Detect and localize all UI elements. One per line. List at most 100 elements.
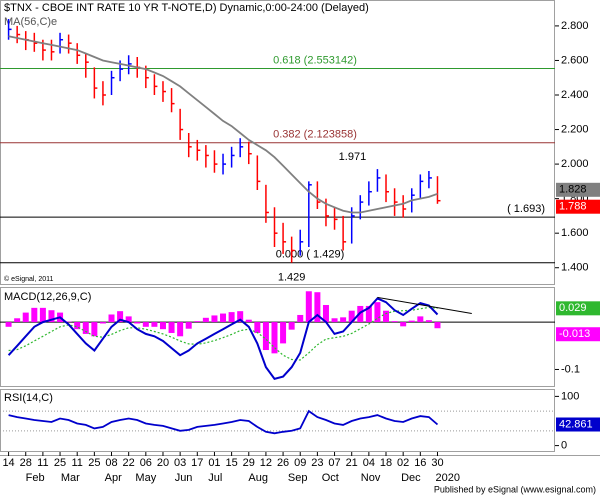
histogram-bar [91, 322, 98, 337]
x-tick-label: 14 [2, 457, 14, 469]
value-label: 42.861 [559, 418, 593, 430]
y-tick-label: 2.800 [561, 20, 589, 32]
histogram-bar [168, 322, 175, 333]
month-label: Mar [61, 472, 80, 484]
histogram-bar [348, 310, 355, 323]
macd-panel [0, 287, 555, 387]
month-label: Feb [26, 472, 45, 484]
histogram-bar [159, 322, 166, 330]
histogram-bar [194, 321, 201, 323]
x-tick-label: 11 [37, 457, 48, 469]
level-label: ( 1.693) [507, 203, 545, 215]
footer: Published by eSignal (www.esignal.com) [434, 484, 596, 494]
series-line [7, 297, 439, 381]
value-box [556, 327, 600, 342]
histogram-bar [185, 322, 192, 329]
month-label: Jul [208, 472, 222, 484]
y-tick-label: 1.400 [561, 262, 589, 274]
value-label: 1.828 [559, 184, 587, 196]
x-tick-label: 25 [88, 457, 100, 469]
histogram-bar [99, 322, 106, 324]
y-tick-label: 2.600 [561, 54, 589, 66]
month-label: Aug [248, 472, 268, 484]
x-tick-label: 03 [174, 457, 186, 469]
x-tick-label: 22 [123, 457, 135, 469]
value-box [556, 417, 600, 432]
level-label: 0.382 (2.123858) [273, 129, 357, 141]
month-label: Nov [361, 472, 381, 484]
month-label: Sep [288, 472, 308, 484]
histogram-bar [340, 317, 347, 323]
histogram-bar [74, 322, 81, 330]
histogram-bar [211, 315, 218, 323]
x-tick-label: 04 [363, 457, 375, 469]
histogram-bar [237, 311, 244, 323]
histogram-bar [400, 322, 407, 327]
histogram-bar [271, 322, 278, 354]
y-tick-label: 2.200 [561, 123, 589, 135]
x-tick-label: 15 [225, 457, 237, 469]
histogram-bar [177, 322, 184, 337]
histogram-bar [22, 312, 29, 323]
y-tick-label: -0.1 [561, 363, 580, 375]
histogram-bar [31, 307, 38, 323]
copyright: © eSignal, 2011 [4, 275, 54, 283]
histogram-bar [391, 321, 398, 323]
x-tick-label: 07 [328, 457, 340, 469]
histogram-bar [125, 316, 132, 323]
histogram-bar [262, 322, 269, 351]
histogram-bar [383, 310, 390, 323]
rsi-panel [0, 389, 555, 452]
x-tick-label: 11 [71, 457, 82, 469]
y-tick-label: 2.400 [561, 89, 589, 101]
x-tick-label: 17 [191, 457, 203, 469]
month-label: 2020 [436, 472, 460, 484]
x-tick-label: 28 [20, 457, 32, 469]
x-tick-label: 18 [380, 457, 392, 469]
x-tick-label: 09 [294, 457, 306, 469]
macd-label: MACD(12,26,9,C) [4, 291, 91, 303]
series-line [8, 306, 438, 361]
value-box [556, 301, 600, 316]
rsi-label: RSI(14,C) [4, 392, 53, 404]
histogram-bar [280, 322, 287, 344]
level-label: 0.618 (2.553142) [273, 54, 357, 66]
x-tick-label: 12 [260, 457, 272, 469]
histogram-bar [434, 322, 441, 329]
histogram-bar [245, 319, 252, 323]
histogram-bar [322, 305, 329, 323]
y-tick-label: 1.600 [561, 227, 589, 239]
histogram-bar [417, 316, 424, 323]
histogram-bar [108, 314, 115, 323]
level-label: 0.000 ( 1.429) [276, 249, 345, 261]
histogram-bar [151, 322, 158, 327]
histogram-bar [202, 317, 209, 323]
x-tick-label: 29 [243, 457, 255, 469]
histogram-bar [134, 322, 141, 324]
x-tick-label: 02 [397, 457, 409, 469]
value-box [556, 199, 600, 214]
x-tick-label: 08 [105, 457, 117, 469]
x-tick-label: 25 [54, 457, 66, 469]
histogram-bar [220, 313, 227, 323]
histogram-bar [305, 291, 312, 323]
trendline [377, 296, 472, 315]
value-box [556, 182, 600, 197]
histogram-bar [288, 322, 295, 330]
y-tick-label: 2.000 [561, 158, 589, 170]
x-tick-label: 21 [346, 457, 358, 469]
histogram-bar [228, 312, 235, 323]
value-label: 1.788 [559, 201, 587, 213]
x-tick-label: 20 [157, 457, 169, 469]
month-label: Jun [175, 472, 193, 484]
y-tick-label: 100 [561, 390, 579, 402]
ma-label: MA(56,C)e [4, 16, 57, 28]
histogram-bar [14, 318, 21, 323]
month-label: Oct [322, 472, 339, 484]
chart-title: $TNX - CBOE INT RATE 10 YR T-NOTE,D) Dyn… [4, 2, 369, 14]
histogram-bar [82, 322, 89, 334]
histogram-bar [365, 305, 372, 323]
x-tick-label: 06 [140, 457, 152, 469]
x-tick-label: 01 [208, 457, 220, 469]
